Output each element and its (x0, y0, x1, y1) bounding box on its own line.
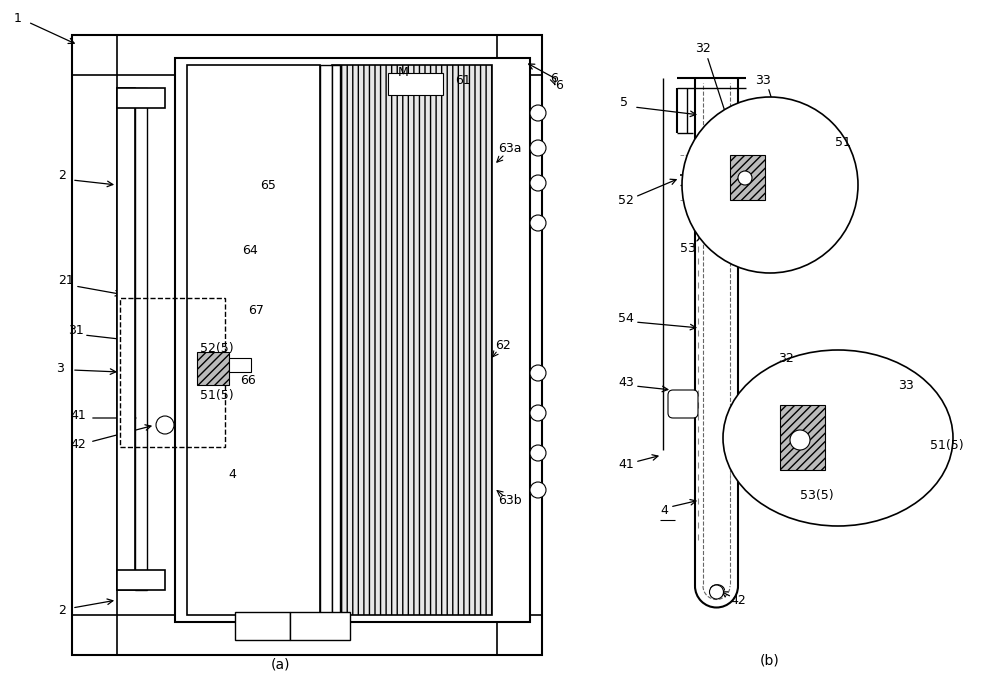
Circle shape (530, 405, 546, 421)
Bar (72, 35, 117, 655)
Text: 52: 52 (618, 193, 634, 207)
Text: M: M (398, 66, 409, 79)
Circle shape (530, 215, 546, 231)
Bar (187, 65, 320, 615)
Ellipse shape (723, 350, 953, 526)
Bar (147, 128, 165, 590)
Text: 3: 3 (56, 361, 64, 375)
Bar (72, 35, 117, 655)
Bar (235, 612, 290, 640)
Text: 64: 64 (242, 243, 258, 256)
Bar (780, 405, 825, 470)
Bar (135, 88, 147, 590)
Circle shape (156, 416, 174, 434)
Text: 32: 32 (778, 352, 794, 364)
Bar (117, 88, 165, 108)
Text: 31: 31 (68, 323, 84, 337)
Bar (197, 352, 229, 385)
Text: 32: 32 (695, 41, 711, 55)
Bar (117, 570, 165, 590)
Circle shape (790, 430, 810, 450)
Bar (72, 615, 542, 655)
Bar (497, 35, 542, 655)
Bar (497, 35, 542, 655)
Text: 51: 51 (835, 135, 851, 149)
Circle shape (530, 365, 546, 381)
Bar (332, 65, 492, 615)
Text: 51(5): 51(5) (200, 388, 234, 401)
Bar (730, 155, 765, 200)
Bar (72, 35, 542, 75)
Bar (72, 35, 542, 655)
Ellipse shape (682, 97, 858, 273)
Text: 51(5): 51(5) (930, 439, 964, 451)
Bar (332, 65, 340, 615)
Bar (290, 612, 350, 640)
Text: 67: 67 (248, 303, 264, 316)
Text: 65: 65 (260, 178, 276, 191)
Circle shape (738, 171, 752, 185)
Bar (175, 58, 530, 622)
Bar (120, 298, 225, 447)
Text: 33: 33 (898, 379, 914, 392)
Text: 4: 4 (660, 504, 668, 516)
Text: 6: 6 (555, 79, 563, 91)
Text: 62: 62 (495, 339, 511, 352)
Text: 41: 41 (70, 408, 86, 422)
Text: 21: 21 (58, 274, 74, 287)
Text: 42: 42 (730, 594, 746, 607)
Text: 2: 2 (58, 603, 66, 616)
Circle shape (530, 175, 546, 191)
Circle shape (710, 585, 724, 599)
Bar (72, 35, 542, 75)
Circle shape (530, 140, 546, 156)
Bar (229, 358, 251, 372)
Circle shape (530, 482, 546, 498)
Text: 61: 61 (455, 73, 471, 86)
Bar (388, 73, 443, 95)
Text: 1: 1 (14, 12, 22, 24)
Text: 54: 54 (618, 312, 634, 325)
Text: 53: 53 (680, 241, 696, 254)
Text: 2: 2 (58, 169, 66, 182)
Text: 53(5): 53(5) (800, 489, 834, 502)
Text: 63b: 63b (498, 493, 522, 507)
Text: 52(5): 52(5) (200, 341, 234, 354)
Text: (b): (b) (760, 653, 780, 667)
FancyBboxPatch shape (668, 390, 698, 418)
Text: 66: 66 (240, 374, 256, 386)
Text: 63a: 63a (498, 142, 522, 155)
Circle shape (530, 445, 546, 461)
Text: 42: 42 (70, 439, 86, 451)
Text: 33: 33 (755, 73, 771, 86)
Text: (a): (a) (270, 658, 290, 672)
Bar (117, 115, 497, 655)
Circle shape (530, 105, 546, 121)
Text: 43: 43 (618, 375, 634, 388)
Bar (72, 615, 542, 655)
Text: 6: 6 (550, 71, 558, 84)
Text: 41: 41 (618, 459, 634, 471)
Bar (117, 88, 135, 590)
Text: 5: 5 (620, 95, 628, 108)
Bar (320, 65, 332, 615)
Text: 4: 4 (228, 468, 236, 482)
